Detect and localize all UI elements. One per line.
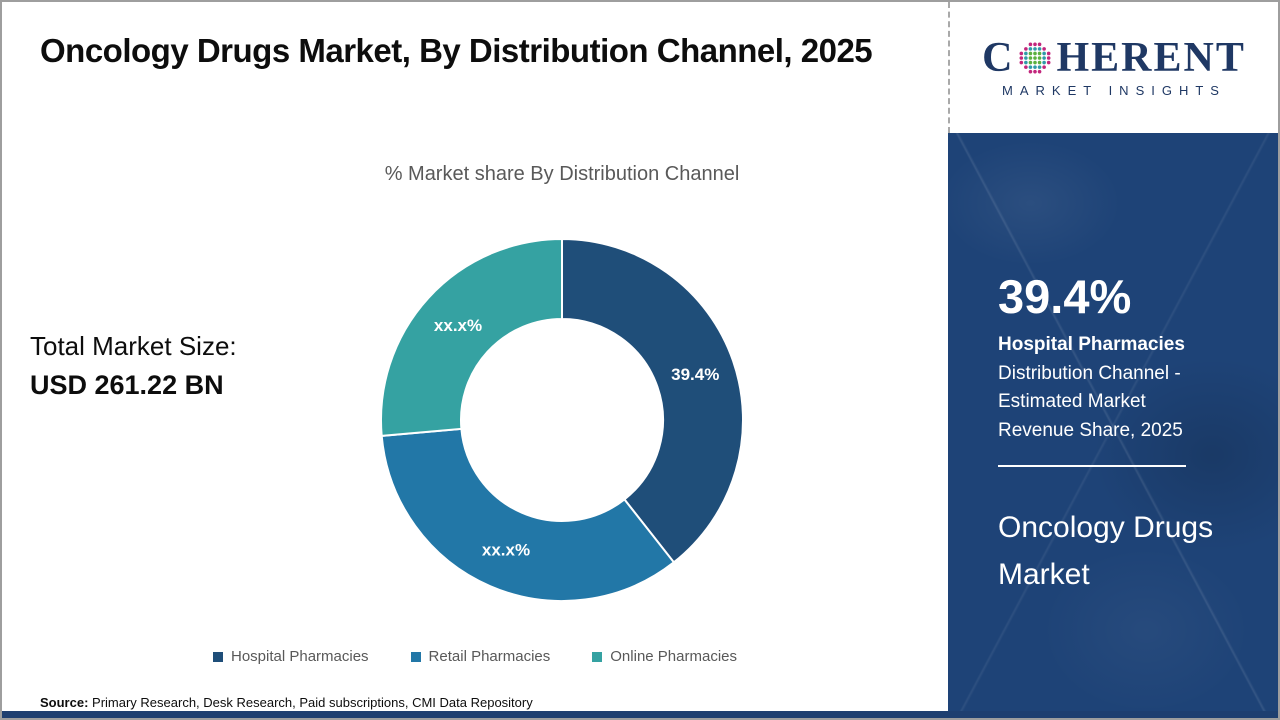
legend-label: Online Pharmacies [610,648,737,665]
highlight-content: 39.4% Hospital Pharmacies Distribution C… [948,133,1278,598]
highlight-stat-value: 39.4% [998,270,1132,323]
highlight-stat-line-1: Distribution Channel - [998,362,1181,384]
footer-strip [2,711,1278,718]
logo-letters-rest: HERENT [1056,35,1246,81]
highlight-stat-line-2: Estimated Market [998,391,1146,413]
logo-letter-c: C [982,35,1015,81]
segment-label: xx.x% [434,316,482,335]
source-line: Source: Primary Research, Desk Research,… [40,695,533,710]
side-panel: C HERENT MARKET INSIGHTS 39.4% Hospital … [948,2,1278,718]
donut-chart: 39.4% xx.x% xx.x% [380,237,744,602]
logo-tagline: MARKET INSIGHTS [1002,83,1226,98]
chart-area: Oncology Drugs Market, By Distribution C… [2,2,948,718]
legend-swatch [410,651,421,662]
panel-divider [998,465,1186,468]
donut-segment-retail-pharmacies [380,427,676,602]
highlight-stat-line-3: Revenue Share, 2025 [998,419,1183,441]
chart-legend: Hospital Pharmacies Retail Pharmacies Onli… [2,648,948,665]
total-market-label: Total Market Size: [30,331,237,361]
chart-subtitle: % Market share By Distribution Channel [384,163,740,185]
highlight-panel: 39.4% Hospital Pharmacies Distribution C… [948,133,1278,718]
total-market-size: Total Market Size: USD 261.22 BN [30,328,237,405]
donut-segment-hospital-pharmacies [561,237,744,564]
company-logo: C HERENT MARKET INSIGHTS [948,2,1278,133]
source-text: Primary Research, Desk Research, Paid su… [88,695,533,710]
highlight-stat-title: Hospital Pharmacies [998,334,1185,356]
legend-label: Hospital Pharmacies [230,648,369,665]
legend-item-retail-pharmacies: Retail Pharmacies [410,648,551,665]
total-market-value: USD 261.22 BN [30,369,224,400]
legend-label: Retail Pharmacies [428,648,551,665]
segment-label: 39.4% [671,365,719,384]
legend-item-online-pharmacies: Online Pharmacies [592,648,737,665]
source-label: Source: [40,695,89,710]
segment-label: xx.x% [482,540,530,559]
legend-item-hospital-pharmacies: Hospital Pharmacies [212,648,369,665]
legend-swatch [212,651,223,662]
page-title: Oncology Drugs Market, By Distribution C… [40,32,873,69]
dot-globe-icon [1019,42,1051,74]
donut-segment-online-pharmacies [380,237,563,437]
logo-wordmark: C HERENT [982,37,1246,79]
world-map-overlay [948,133,1278,718]
market-name: Oncology Drugs Market [998,511,1214,591]
legend-swatch [592,651,603,662]
